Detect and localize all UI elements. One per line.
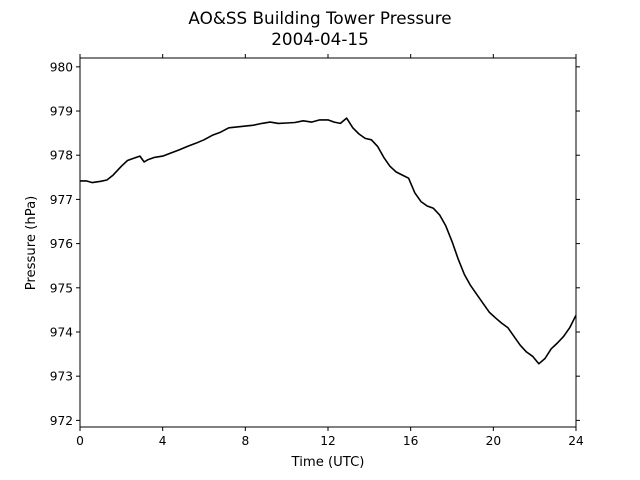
x-tick-label: 8 [241, 434, 249, 448]
y-tick-label: 978 [50, 149, 73, 163]
x-axis-label: Time (UTC) [291, 455, 365, 470]
y-tick-label: 979 [50, 105, 73, 119]
plot-frame [79, 57, 577, 428]
y-tick-label: 974 [50, 325, 74, 339]
y-tick-label: 980 [50, 60, 73, 74]
y-tick-label: 973 [50, 370, 73, 384]
y-tick-label: 975 [50, 281, 73, 295]
y-tick-label: 976 [50, 237, 73, 251]
y-axis-label: Pressure (hPa) [24, 196, 39, 291]
pressure-series-line [80, 117, 577, 365]
x-tick-label: 24 [568, 434, 584, 448]
x-tick-label: 12 [320, 434, 336, 448]
plot-area: 0 4 8 12 16 20 24 972 973 974 975 976 977 978 979 980 [50, 54, 584, 448]
x-tick-label: 4 [159, 434, 167, 448]
x-tick-label: 16 [403, 434, 419, 448]
x-tick-label: 20 [486, 434, 502, 448]
chart-title: AO&SS Building Tower Pressure [188, 8, 451, 28]
x-tick-label: 0 [76, 434, 84, 448]
y-tick-label: 972 [50, 414, 73, 428]
chart-subtitle: 2004-04-15 [271, 29, 369, 49]
y-tick-label: 977 [50, 193, 73, 207]
